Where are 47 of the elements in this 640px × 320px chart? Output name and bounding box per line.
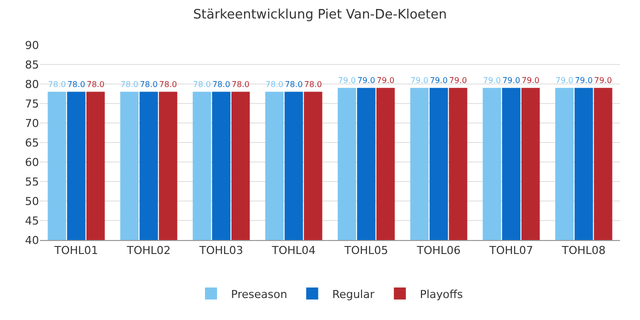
data-label: 79.0 — [574, 76, 593, 85]
y-tick-label: 45 — [25, 214, 39, 228]
y-tick-label: 70 — [25, 116, 39, 130]
data-label: 79.0 — [483, 76, 501, 85]
data-label: 78.0 — [86, 80, 104, 89]
x-tick-label: TOHL03 — [198, 244, 244, 258]
data-label: 79.0 — [594, 76, 612, 85]
data-label: 78.0 — [48, 80, 66, 89]
data-label: 78.0 — [159, 80, 177, 89]
data-label: 78.0 — [193, 80, 211, 89]
data-label: 79.0 — [338, 76, 356, 85]
y-tick-label: 65 — [25, 136, 39, 150]
x-tick-label: TOHL05 — [343, 244, 388, 258]
y-tick-label: 60 — [25, 156, 39, 169]
legend-label: Preseason — [231, 288, 288, 301]
y-tick-label: 85 — [25, 58, 39, 72]
data-label: 79.0 — [376, 76, 394, 85]
y-tick-label: 75 — [25, 97, 39, 110]
x-tick-label: TOHL04 — [270, 244, 316, 258]
data-label: 79.0 — [410, 76, 428, 85]
y-tick-label: 90 — [25, 38, 39, 52]
x-tick-label: TOHL08 — [560, 244, 606, 258]
data-label: 78.0 — [266, 80, 284, 89]
data-label: 79.0 — [556, 76, 574, 85]
data-label: 78.0 — [67, 80, 86, 89]
legend-label: Playoffs — [420, 288, 464, 301]
y-tick-label: 55 — [25, 175, 39, 188]
data-label: 79.0 — [449, 76, 467, 85]
data-label: 78.0 — [212, 80, 230, 89]
y-tick-label: 50 — [25, 194, 39, 208]
x-tick-label: TOHL02 — [126, 244, 171, 258]
data-label: 79.0 — [357, 76, 376, 85]
data-label: 79.0 — [522, 76, 540, 85]
data-label: 78.0 — [120, 80, 138, 89]
y-tick-label: 40 — [25, 234, 39, 247]
data-label: 79.0 — [502, 76, 520, 85]
chart-title: Stärkeentwicklung Piet Van-De-Kloeten — [193, 8, 447, 23]
data-label: 78.0 — [304, 80, 322, 89]
x-tick-label: TOHL06 — [416, 244, 461, 258]
data-label: 78.0 — [232, 80, 250, 89]
data-label: 78.0 — [284, 80, 303, 89]
y-tick-label: 80 — [25, 78, 39, 91]
legend-label: Regular — [332, 288, 375, 301]
data-label: 79.0 — [430, 76, 448, 85]
data-label: 78.0 — [140, 80, 158, 89]
x-tick-label: TOHL01 — [53, 244, 98, 258]
x-tick-label: TOHL07 — [488, 244, 534, 258]
